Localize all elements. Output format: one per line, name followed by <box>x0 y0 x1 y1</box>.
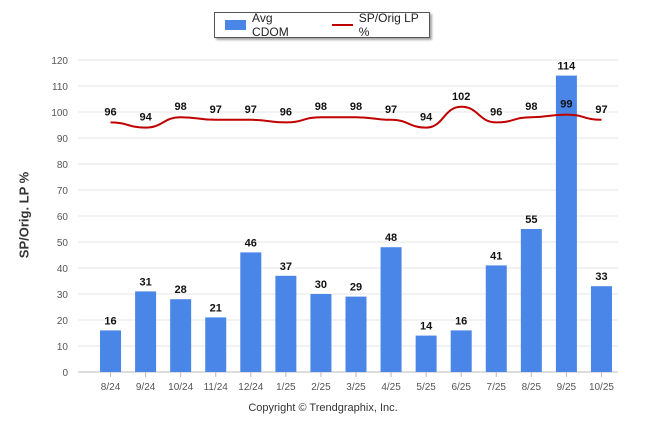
line-data-label: 96 <box>490 106 502 118</box>
bar-data-label: 114 <box>558 61 577 73</box>
x-tick-label: 8/24 <box>101 382 121 393</box>
legend-label-avg-cdom: Avg CDOM <box>252 11 289 39</box>
legend-swatch-bar <box>225 20 247 30</box>
line-data-label: 94 <box>420 112 433 124</box>
legend-item-avg-cdom[interactable]: Avg CDOM <box>225 11 310 39</box>
bar <box>520 229 542 372</box>
line-data-label: 96 <box>104 106 116 118</box>
bar-data-label: 21 <box>210 302 222 314</box>
bar-data-label: 14 <box>420 321 433 333</box>
bar-data-label: 31 <box>139 276 151 288</box>
y-axis-title: SP/Orig. LP % <box>16 171 32 259</box>
bar-data-label: 33 <box>595 271 607 283</box>
x-tick-label: 4/25 <box>381 382 401 393</box>
line-data-label: 99 <box>560 99 572 111</box>
y-tick-label: 70 <box>57 186 69 197</box>
legend-swatch-line <box>331 24 353 26</box>
x-tick-label: 5/25 <box>416 382 436 393</box>
bar <box>590 286 612 372</box>
line-data-label: 97 <box>595 104 607 116</box>
series-line-sp-orig-lp <box>110 105 602 129</box>
x-tick-label: 7/25 <box>487 382 507 393</box>
bar-data-label: 16 <box>455 315 467 327</box>
x-tick-label: 10/24 <box>168 382 193 393</box>
line-data-label: 98 <box>525 101 537 113</box>
bar <box>240 252 262 372</box>
x-tick-label: 2/25 <box>311 382 331 393</box>
x-tick-label: 11/24 <box>204 382 229 393</box>
x-tick-label: 9/24 <box>136 382 156 393</box>
bar-data-label: 46 <box>245 237 257 249</box>
bar-data-label: 29 <box>350 282 362 294</box>
x-tick-label: 3/25 <box>346 382 366 393</box>
bar-data-label: 37 <box>280 261 292 273</box>
bar <box>345 296 367 372</box>
y-tick-label: 60 <box>57 212 69 223</box>
bar-data-label: 16 <box>104 315 116 327</box>
bar-data-label: 55 <box>525 214 537 226</box>
bar <box>450 330 472 372</box>
bar <box>485 265 507 372</box>
y-tick-label: 10 <box>57 342 69 353</box>
line-data-label: 98 <box>175 101 187 113</box>
y-tick-label: 110 <box>52 82 68 93</box>
bar-data-label: 30 <box>315 279 327 291</box>
legend: Avg CDOM SP/Orig LP % <box>214 11 430 39</box>
copyright-footer: Copyright © Trendgraphix, Inc. <box>248 402 398 414</box>
bar <box>100 330 122 372</box>
bar <box>275 275 297 372</box>
line-data-label: 97 <box>210 104 222 116</box>
y-tick-label: 100 <box>51 108 68 119</box>
y-tick-label: 30 <box>57 290 69 301</box>
x-tick-label: 6/25 <box>451 382 471 393</box>
bar <box>205 317 227 372</box>
bar <box>170 299 192 372</box>
x-tick-label: 10/25 <box>589 382 614 393</box>
line-data-label: 96 <box>280 106 292 118</box>
bar <box>415 335 437 372</box>
line-data-label: 98 <box>350 101 362 113</box>
line-data-label: 94 <box>139 112 152 124</box>
line-data-label: 97 <box>245 104 257 116</box>
line-data-label: 98 <box>315 101 327 113</box>
y-tick-label: 80 <box>57 160 69 171</box>
y-tick-label: 90 <box>57 134 69 145</box>
y-tick-label: 50 <box>57 238 69 249</box>
y-tick-label: 20 <box>57 316 69 327</box>
bar <box>310 294 332 372</box>
x-tick-label: 9/25 <box>557 382 577 393</box>
bar <box>380 247 402 372</box>
bar <box>555 75 577 372</box>
legend-label-sp-orig-lp: SP/Orig LP % <box>358 11 419 39</box>
line-data-label: 97 <box>385 104 397 116</box>
y-tick-label: 0 <box>62 368 68 379</box>
x-tick-label: 8/25 <box>522 382 542 393</box>
bar-data-label: 41 <box>490 250 502 262</box>
y-tick-label: 120 <box>51 56 68 67</box>
bar-data-label: 28 <box>175 284 187 296</box>
bar-data-label: 48 <box>385 232 397 244</box>
x-tick-label: 12/24 <box>238 382 263 393</box>
line-data-label: 102 <box>452 91 470 103</box>
bar <box>135 291 157 372</box>
y-tick-label: 40 <box>57 264 69 275</box>
x-tick-label: 1/25 <box>276 382 296 393</box>
legend-item-sp-orig-lp[interactable]: SP/Orig LP % <box>320 11 429 39</box>
